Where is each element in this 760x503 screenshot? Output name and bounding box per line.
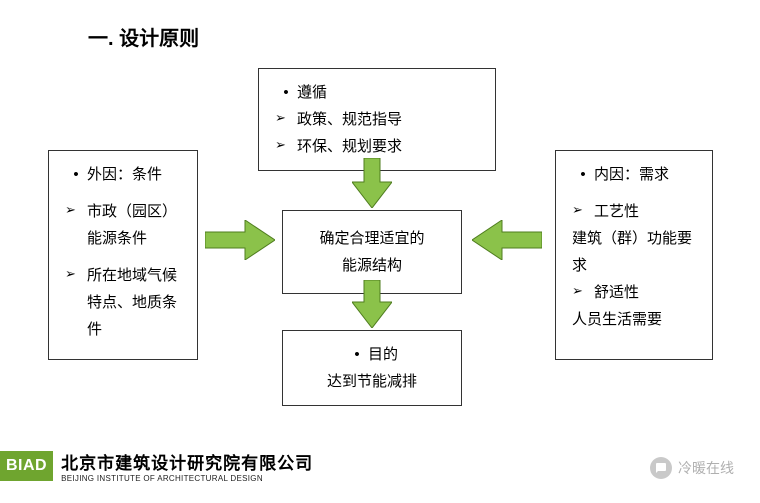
bullet-dot: • <box>275 79 297 106</box>
left-i1a: 市政（园区） <box>87 198 177 225</box>
left-i2b: 特点、地质条 <box>87 289 177 316</box>
arrow-down-icon <box>352 158 392 208</box>
bullet-dot: • <box>572 161 594 188</box>
logo-cn: 北京市建筑设计研究院有限公司 <box>61 449 313 474</box>
page-title: 一. 设计原则 <box>88 22 199 51</box>
bottom-line1: 目的 <box>368 341 398 368</box>
arrow-left-icon <box>472 220 542 260</box>
right-i1b: 建筑（群）功能要求 <box>572 225 696 279</box>
right-i2b: 人员生活需要 <box>572 306 696 333</box>
left-head: 外因：条件 <box>87 161 162 188</box>
center-line1: 确定合理适宜的 <box>293 225 451 252</box>
logo-badge: BIAD <box>0 451 53 481</box>
chat-icon <box>650 457 672 479</box>
left-i2c: 件 <box>87 316 102 343</box>
chevron-icon: ➢ <box>572 279 594 302</box>
arrow-right-icon <box>205 220 275 260</box>
bottom-line2: 达到节能减排 <box>293 368 451 395</box>
chevron-icon: ➢ <box>572 198 594 221</box>
bullet-dot: • <box>65 161 87 188</box>
center-line2: 能源结构 <box>293 252 451 279</box>
box-left: •外因：条件 ➢市政（园区） 能源条件 ➢所在地域气候 特点、地质条 件 <box>48 150 198 360</box>
chevron-icon: ➢ <box>275 106 297 129</box>
chat-watermark: 冷暖在线 <box>650 457 734 479</box>
chevron-icon: ➢ <box>275 133 297 156</box>
chat-label: 冷暖在线 <box>678 458 734 478</box>
box-bottom: •目的 达到节能减排 <box>282 330 462 406</box>
arrow-down-icon <box>352 280 392 328</box>
right-i2: 舒适性 <box>594 279 639 306</box>
right-head: 内因：需求 <box>594 161 669 188</box>
left-i2a: 所在地域气候 <box>87 262 177 289</box>
right-i1: 工艺性 <box>594 198 639 225</box>
logo-en: BEIJING INSTITUTE OF ARCHITECTURAL DESIG… <box>61 474 313 483</box>
top-line2: 政策、规范指导 <box>297 106 402 133</box>
left-i1b: 能源条件 <box>87 225 147 252</box>
footer-logo: BIAD 北京市建筑设计研究院有限公司 BEIJING INSTITUTE OF… <box>0 449 313 483</box>
chevron-icon: ➢ <box>65 262 87 285</box>
chevron-icon: ➢ <box>65 198 87 221</box>
bullet-dot: • <box>346 341 368 368</box>
top-line3: 环保、规划要求 <box>297 133 402 160</box>
box-top: •遵循 ➢政策、规范指导 ➢环保、规划要求 <box>258 68 496 171</box>
top-line1: 遵循 <box>297 79 327 106</box>
box-right: •内因：需求 ➢工艺性 建筑（群）功能要求 ➢舒适性 人员生活需要 <box>555 150 713 360</box>
